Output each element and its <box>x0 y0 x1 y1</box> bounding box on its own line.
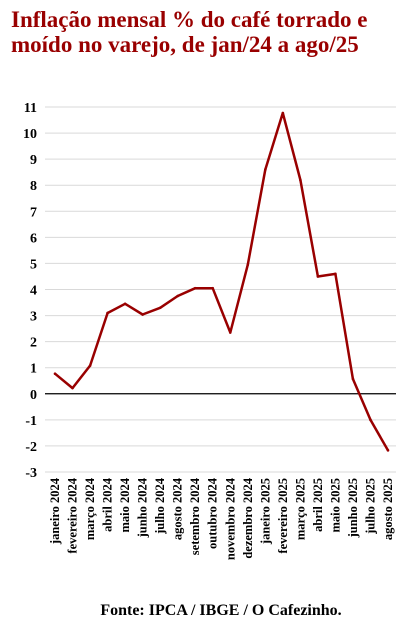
y-tick-label: 7 <box>30 205 37 220</box>
x-tick-label: fevereiro 2024 <box>66 477 80 553</box>
y-tick-label: 11 <box>24 101 37 116</box>
line-chart: -3 -2 -1 0 1 2 3 4 5 6 7 8 9 10 11 janeiro 2024 feverei… <box>23 101 396 560</box>
y-tick-label: 1 <box>30 362 37 377</box>
x-tick-label: abril 2025 <box>311 478 325 532</box>
data-point <box>264 168 267 171</box>
data-point <box>369 418 372 422</box>
data-point <box>71 386 74 390</box>
x-tick-label: junho 2025 <box>346 478 360 538</box>
x-tick-label: setembro 2024 <box>188 477 202 555</box>
y-tick-label: 10 <box>23 127 37 142</box>
y-tick-label: -2 <box>25 440 37 455</box>
data-point <box>158 306 162 310</box>
source-note: Fonte: IPCA / IBGE / O Cafezinho. <box>100 602 342 619</box>
series-layer <box>53 111 390 452</box>
data-point <box>106 311 109 315</box>
x-tick-label: maio 2024 <box>118 477 132 532</box>
data-point <box>246 263 250 267</box>
data-point <box>281 111 285 115</box>
data-point <box>334 272 337 276</box>
data-point <box>228 331 232 334</box>
y-tick-label: -1 <box>25 414 37 429</box>
chart-title: Inflação mensal % do café torrado e moíd… <box>11 7 368 57</box>
y-tick-label: 2 <box>30 336 37 351</box>
x-tick-label: abril 2024 <box>101 477 115 532</box>
x-tick-label: janeiro 2025 <box>258 478 272 545</box>
y-tick-label: 5 <box>30 257 37 272</box>
x-tick-label: julho 2024 <box>153 477 167 535</box>
x-tick-label: outubro 2024 <box>206 477 220 549</box>
data-point <box>88 364 92 367</box>
data-point <box>316 275 320 278</box>
data-point <box>176 294 179 298</box>
y-tick-label: 3 <box>30 310 37 325</box>
x-tick-label: agosto 2025 <box>381 478 395 540</box>
data-point <box>53 372 57 376</box>
data-point <box>123 302 127 306</box>
y-tick-label: 4 <box>30 284 37 299</box>
x-tick-label: janeiro 2024 <box>48 477 62 545</box>
data-point <box>299 178 302 182</box>
y-tick-label: -3 <box>25 466 37 481</box>
series-line <box>54 111 390 452</box>
x-tick-label: março 2025 <box>293 478 307 540</box>
x-tick-label: junho 2024 <box>136 477 150 538</box>
x-tick-label: agosto 2024 <box>171 477 185 540</box>
data-point <box>351 377 355 381</box>
x-tick-label: novembro 2024 <box>223 477 237 560</box>
gridlines <box>45 106 396 473</box>
data-point <box>141 313 144 316</box>
y-tick-label: 0 <box>30 388 37 403</box>
x-axis-tick-labels: janeiro 2024 fevereiro 2024 março 2024 abri… <box>48 477 395 560</box>
y-axis-tick-labels: -3 -2 -1 0 1 2 3 4 5 6 7 8 9 10 11 <box>23 101 37 481</box>
y-tick-label: 9 <box>30 153 37 168</box>
x-tick-label: julho 2025 <box>363 478 377 535</box>
data-point <box>386 449 390 452</box>
x-tick-label: março 2024 <box>83 477 97 540</box>
data-point <box>211 286 215 290</box>
x-tick-label: dezembro 2024 <box>241 477 255 558</box>
x-tick-label: fevereiro 2025 <box>276 478 290 554</box>
x-tick-label: maio 2025 <box>328 478 342 533</box>
y-tick-label: 6 <box>30 231 37 246</box>
data-point <box>193 286 197 290</box>
y-tick-label: 8 <box>30 179 37 194</box>
